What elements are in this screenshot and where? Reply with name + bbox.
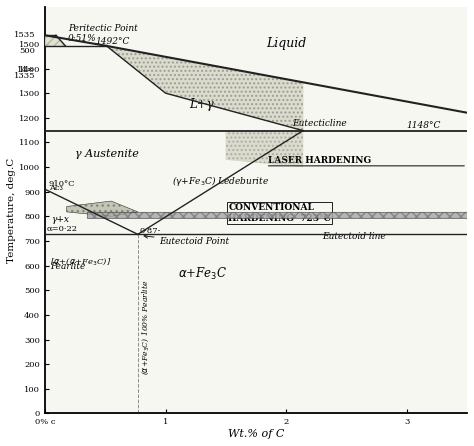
Text: Eutectoid line: Eutectoid line: [322, 231, 386, 240]
Text: ($\gamma$+Fe$_3$C) Ledeburite: ($\gamma$+Fe$_3$C) Ledeburite: [172, 173, 269, 188]
Text: 1535: 1535: [14, 31, 35, 39]
Text: 910°C: 910°C: [48, 180, 75, 188]
Y-axis label: Temperature, deg.C: Temperature, deg.C: [7, 157, 16, 263]
Text: 0·87-: 0·87-: [139, 227, 161, 235]
Polygon shape: [87, 212, 467, 218]
Text: CONVENTIONAL
HARDENING  723°C: CONVENTIONAL HARDENING 723°C: [228, 203, 331, 223]
Polygon shape: [107, 46, 303, 131]
Text: Liquid: Liquid: [266, 37, 306, 50]
Text: 1335: 1335: [14, 72, 35, 80]
Text: 0·51%: 0·51%: [68, 34, 97, 43]
Text: L+γ: L+γ: [190, 98, 214, 111]
Text: γ+x: γ+x: [51, 215, 69, 224]
Text: [$\alpha$+($\alpha$+Fe$_3$C)]: [$\alpha$+($\alpha$+Fe$_3$C)]: [50, 256, 111, 267]
X-axis label: Wt.% of C: Wt.% of C: [228, 429, 284, 439]
Text: Pearlite: Pearlite: [50, 262, 85, 271]
Polygon shape: [226, 131, 303, 167]
Text: 1148°C: 1148°C: [407, 121, 441, 130]
Text: $\alpha$+Fe$_3$C: $\alpha$+Fe$_3$C: [178, 266, 227, 282]
Text: LASER HARDENING: LASER HARDENING: [268, 156, 371, 165]
Polygon shape: [45, 35, 65, 46]
Text: Ac₃: Ac₃: [48, 185, 63, 193]
Text: γ Austenite: γ Austenite: [75, 149, 139, 159]
Text: Eutecticline: Eutecticline: [292, 120, 347, 128]
Text: ($\alpha$+Fe$_3$C) 100% Pearlite: ($\alpha$+Fe$_3$C) 100% Pearlite: [140, 280, 151, 375]
Text: 1492°C: 1492°C: [96, 37, 130, 46]
Text: α=0·22: α=0·22: [46, 225, 77, 233]
Polygon shape: [67, 201, 138, 216]
Text: Peritectic Point: Peritectic Point: [68, 24, 137, 33]
Text: 500: 500: [19, 47, 35, 55]
Text: 14∞: 14∞: [18, 66, 35, 74]
Text: Eutectoid Point: Eutectoid Point: [144, 235, 229, 246]
